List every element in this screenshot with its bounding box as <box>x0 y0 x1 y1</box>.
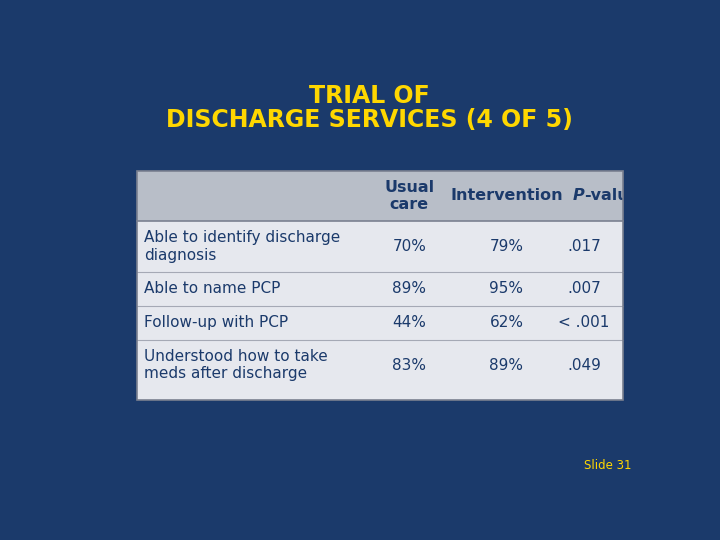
Text: 89%: 89% <box>490 357 523 373</box>
Text: Intervention: Intervention <box>450 188 563 204</box>
Bar <box>138 221 623 400</box>
Text: 83%: 83% <box>392 357 426 373</box>
Text: Usual
care: Usual care <box>384 180 434 212</box>
Bar <box>138 171 623 221</box>
Text: 79%: 79% <box>490 239 523 254</box>
Text: 44%: 44% <box>392 315 426 330</box>
Text: < .001: < .001 <box>559 315 610 330</box>
Text: .017: .017 <box>567 239 601 254</box>
Text: Jack et al. Ann Intern Med. 2009;150:178-187.: Jack et al. Ann Intern Med. 2009;150:178… <box>138 424 482 437</box>
Text: Understood how to take
meds after discharge: Understood how to take meds after discha… <box>144 349 328 381</box>
Text: Able to name PCP: Able to name PCP <box>144 281 281 296</box>
Text: Able to identify discharge
diagnosis: Able to identify discharge diagnosis <box>144 231 341 263</box>
Text: Follow-up with PCP: Follow-up with PCP <box>144 315 288 330</box>
Text: .007: .007 <box>567 281 601 296</box>
Text: Slide 31: Slide 31 <box>584 460 631 472</box>
Text: TRIAL OF: TRIAL OF <box>309 84 429 107</box>
Bar <box>138 171 623 400</box>
Text: P: P <box>572 188 584 204</box>
Text: .049: .049 <box>567 357 601 373</box>
Text: 89%: 89% <box>392 281 426 296</box>
Text: -value: -value <box>584 188 639 204</box>
Text: 70%: 70% <box>392 239 426 254</box>
Text: DISCHARGE SERVICES (4 OF 5): DISCHARGE SERVICES (4 OF 5) <box>166 109 572 132</box>
Text: 62%: 62% <box>490 315 523 330</box>
Text: 95%: 95% <box>490 281 523 296</box>
